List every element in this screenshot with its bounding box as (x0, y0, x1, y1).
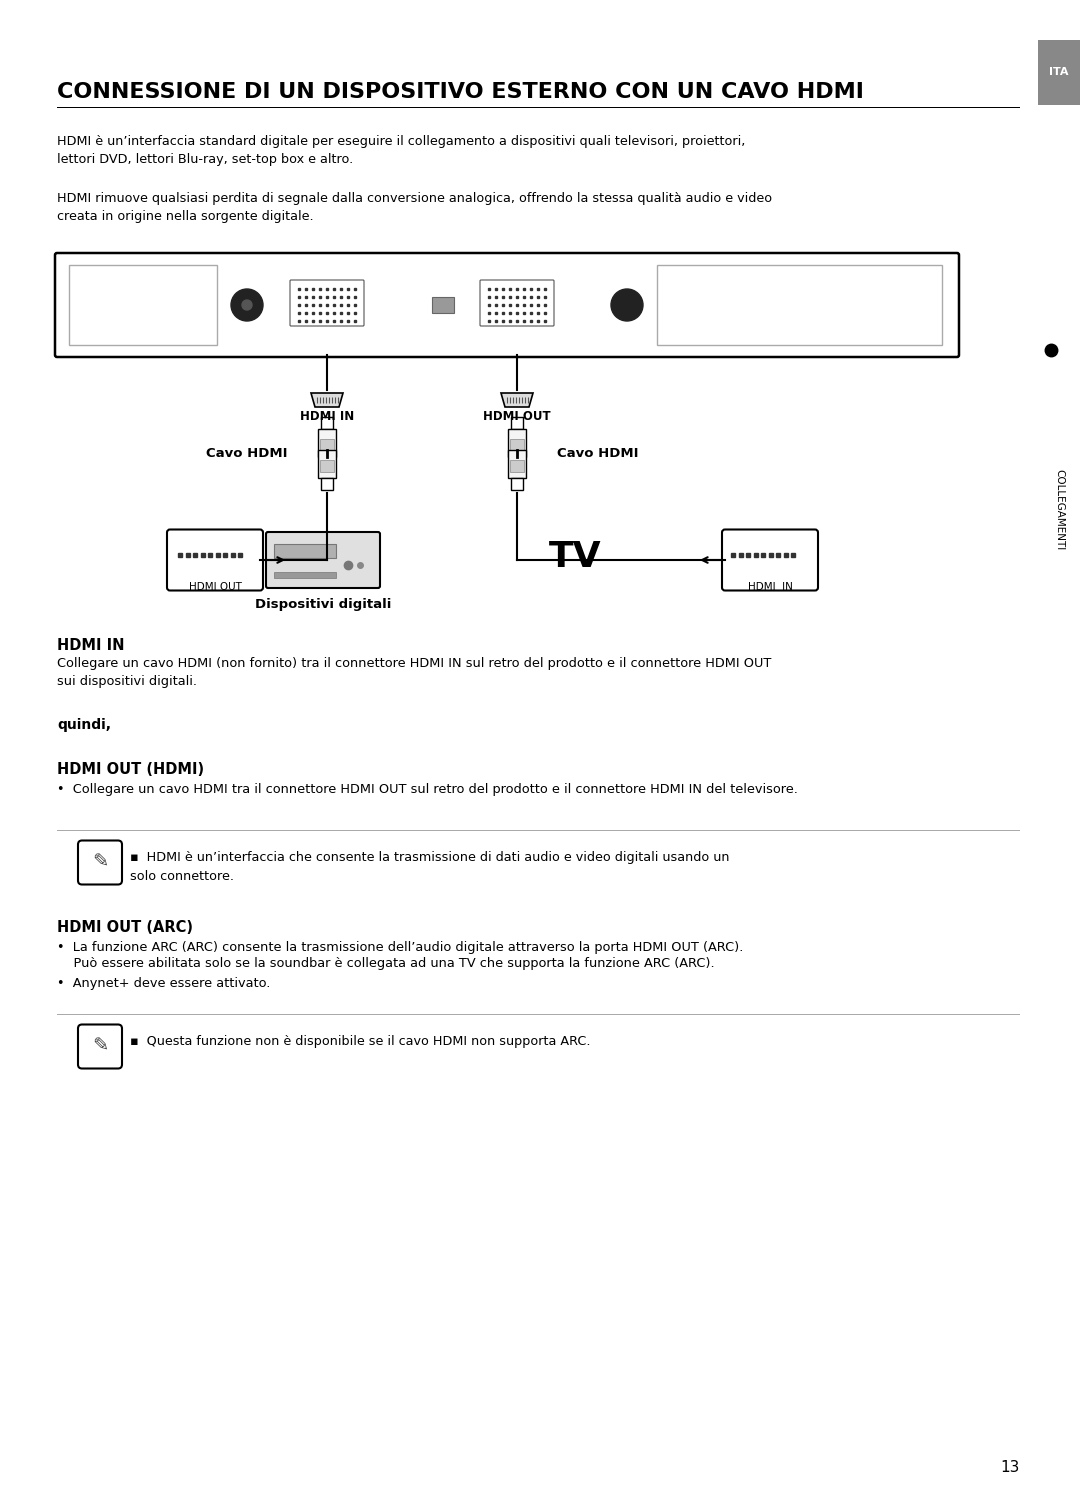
Bar (321, 417, 333, 429)
Text: HDMI OUT (ARC): HDMI OUT (ARC) (57, 921, 193, 936)
Text: ITA: ITA (1050, 67, 1069, 78)
Circle shape (611, 289, 643, 321)
Bar (510, 440, 524, 451)
Text: COLLEGAMENTI: COLLEGAMENTI (1054, 469, 1064, 550)
Bar (320, 440, 334, 451)
FancyBboxPatch shape (78, 1024, 122, 1069)
Text: •  Collegare un cavo HDMI tra il connettore HDMI OUT sul retro del prodotto e il: • Collegare un cavo HDMI tra il connetto… (57, 782, 798, 795)
Bar (510, 460, 524, 472)
Text: Collegare un cavo HDMI (non fornito) tra il connettore HDMI IN sul retro del pro: Collegare un cavo HDMI (non fornito) tra… (57, 658, 771, 689)
Bar (320, 460, 334, 472)
Polygon shape (311, 393, 343, 407)
FancyBboxPatch shape (78, 840, 122, 885)
Bar (508, 450, 526, 478)
Bar (274, 544, 336, 558)
Text: HDMI IN: HDMI IN (57, 637, 124, 652)
FancyBboxPatch shape (55, 253, 959, 357)
Text: ▪  Questa funzione non è disponibile se il cavo HDMI non supporta ARC.: ▪ Questa funzione non è disponibile se i… (130, 1035, 591, 1048)
Bar (321, 478, 333, 490)
Bar (69, 265, 217, 345)
Text: HDMI OUT: HDMI OUT (189, 583, 242, 592)
Bar (274, 573, 336, 579)
Text: HDMI OUT (HDMI): HDMI OUT (HDMI) (57, 762, 204, 777)
Polygon shape (501, 393, 534, 407)
Text: Cavo HDMI: Cavo HDMI (205, 447, 287, 460)
Bar (318, 450, 336, 478)
Text: HDMI IN: HDMI IN (300, 410, 354, 423)
FancyBboxPatch shape (723, 529, 818, 591)
Bar (508, 429, 526, 457)
Bar (318, 429, 336, 457)
Bar (511, 478, 523, 490)
Text: Cavo HDMI: Cavo HDMI (557, 447, 638, 460)
Text: •  La funzione ARC (ARC) consente la trasmissione dell’audio digitale attraverso: • La funzione ARC (ARC) consente la tras… (57, 940, 743, 954)
Text: HDMI rimuove qualsiasi perdita di segnale dalla conversione analogica, offrendo : HDMI rimuove qualsiasi perdita di segnal… (57, 191, 772, 223)
Text: HDMI è un’interfaccia standard digitale per eseguire il collegamento a dispositi: HDMI è un’interfaccia standard digitale … (57, 135, 745, 166)
Text: ▪  HDMI è un’interfaccia che consente la trasmissione di dati audio e video digi: ▪ HDMI è un’interfaccia che consente la … (130, 851, 729, 882)
Text: Può essere abilitata solo se la soundbar è collegata ad una TV che supporta la f: Può essere abilitata solo se la soundbar… (57, 957, 715, 969)
Text: HDMI  IN: HDMI IN (747, 583, 793, 592)
Text: HDMI OUT: HDMI OUT (483, 410, 551, 423)
Circle shape (242, 300, 252, 309)
Text: Dispositivi digitali: Dispositivi digitali (255, 598, 391, 611)
Bar (432, 298, 454, 312)
Bar (1038, 40, 1080, 105)
Bar (511, 417, 523, 429)
Text: •  Anynet+ deve essere attivato.: • Anynet+ deve essere attivato. (57, 976, 270, 990)
Text: 13: 13 (1001, 1461, 1020, 1476)
Text: TV: TV (549, 540, 602, 574)
Text: ✎: ✎ (92, 1038, 108, 1055)
Text: quindi,: quindi, (57, 718, 111, 731)
FancyBboxPatch shape (266, 532, 380, 588)
Bar (657, 265, 942, 345)
Circle shape (231, 289, 264, 321)
Text: CONNESSIONE DI UN DISPOSITIVO ESTERNO CON UN CAVO HDMI: CONNESSIONE DI UN DISPOSITIVO ESTERNO CO… (57, 82, 864, 102)
FancyBboxPatch shape (167, 529, 264, 591)
Text: ✎: ✎ (92, 854, 108, 872)
